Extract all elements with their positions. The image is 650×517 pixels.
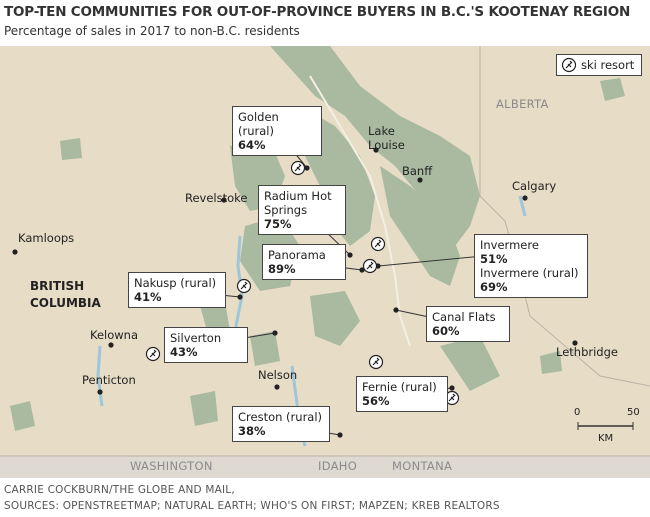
callout: Nakusp (rural) 41% [128, 272, 226, 308]
scale-unit: KM [598, 433, 614, 444]
scale-bar [577, 422, 634, 430]
callout-value: 64% [238, 138, 266, 152]
region-label: MONTANA [392, 459, 453, 473]
callout: Fernie (rural) 56% [356, 376, 448, 412]
callout: Creston (rural) 38% [232, 406, 330, 442]
dot [373, 147, 379, 153]
dot [449, 385, 455, 391]
ski-icon [368, 354, 384, 370]
callout-name: Panorama [268, 248, 326, 262]
callout-name: Nakusp (rural) [134, 276, 217, 290]
callout: Invermere 51% Invermere (rural) 69% [474, 234, 588, 298]
callout: Radium Hot Springs 75% [258, 185, 346, 235]
credit: CARRIE COCKBURN/THE GLOBE AND MAIL, [4, 484, 235, 496]
dot [572, 340, 578, 346]
river [309, 75, 411, 347]
dot [108, 342, 114, 348]
subtitle: Percentage of sales in 2017 to non-B.C. … [4, 24, 300, 38]
callout-name: Invermere (rural) [480, 266, 579, 280]
callout: Silverton 43% [164, 327, 248, 363]
ski-icon [290, 160, 306, 176]
ski-icon [236, 278, 252, 294]
sources: SOURCES: OPENSTREETMAP; NATURAL EARTH; W… [4, 500, 500, 512]
dot [272, 330, 278, 336]
place-label: Banff [402, 164, 433, 178]
place-label: Nelson [258, 368, 298, 382]
region-label: ALBERTA [496, 97, 549, 111]
legend-label: ski resort [581, 58, 635, 72]
dot [337, 432, 343, 438]
place-label: BRITISH COLUMBIA [30, 279, 101, 310]
place-label: Kelowna [90, 328, 139, 342]
region-label: IDAHO [318, 459, 358, 473]
callout-name: Fernie (rural) [362, 380, 437, 394]
callout-name: Golden (rural) [238, 110, 279, 138]
callout-name: Creston (rural) [238, 410, 323, 424]
place-label: Kamloops [18, 231, 75, 245]
callout-value: 75% [264, 217, 292, 231]
legend-icon [561, 57, 577, 73]
dot [347, 252, 353, 258]
callout-value: 38% [238, 424, 266, 438]
ski-icon [145, 346, 161, 362]
callout-value: 41% [134, 290, 162, 304]
dot [359, 267, 365, 273]
callout-name: Canal Flats [432, 310, 496, 324]
dot [221, 197, 227, 203]
region-label: WASHINGTON [130, 459, 213, 473]
callout-name: Invermere [480, 238, 539, 252]
dot [97, 389, 103, 395]
callout-value: 51% [480, 252, 508, 266]
scale-start: 0 [574, 407, 581, 418]
callout-name: Radium Hot Springs [264, 189, 332, 217]
ski-icon [362, 258, 378, 274]
callout-value: 56% [362, 394, 390, 408]
place-label: Calgary [512, 179, 557, 193]
callout: Canal Flats 60% [426, 306, 510, 342]
dot [522, 195, 528, 201]
place-label: Penticton [82, 373, 136, 387]
legend: ski resort [556, 54, 642, 76]
title: TOP-TEN COMMUNITIES FOR OUT-OF-PROVINCE … [4, 4, 631, 20]
dot [417, 177, 423, 183]
place-label: Lethbridge [556, 345, 618, 359]
place-label: Revelstoke [185, 191, 248, 205]
place-label: Lake Louise [368, 124, 405, 152]
callout-name: Silverton [170, 331, 222, 345]
callout-value: 69% [480, 280, 508, 294]
dot [393, 307, 399, 313]
dot [12, 249, 18, 255]
dot [274, 384, 280, 390]
callout: Panorama 89% [262, 244, 346, 280]
callout-value: 89% [268, 262, 296, 276]
us-area [0, 456, 650, 478]
callout: Golden (rural) 64% [232, 106, 322, 156]
dot [304, 165, 310, 171]
callout-value: 60% [432, 324, 460, 338]
dots [12, 147, 578, 438]
callout-value: 43% [170, 345, 198, 359]
dot [237, 294, 243, 300]
scale-end: 50 [627, 407, 640, 418]
ski-icon [370, 236, 386, 252]
